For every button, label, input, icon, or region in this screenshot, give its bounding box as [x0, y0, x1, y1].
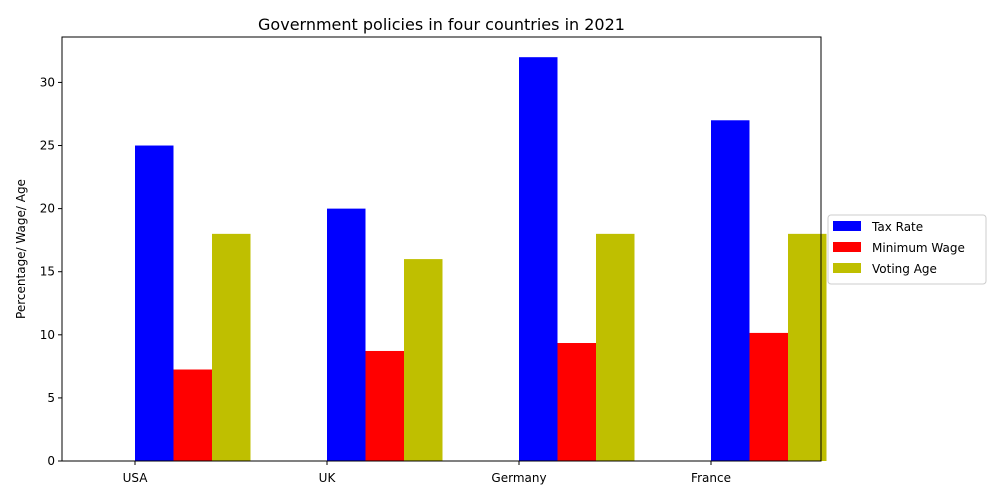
legend-label-minimum-wage: Minimum Wage: [872, 241, 965, 255]
x-axis-ticks: USA UK Germany France: [123, 461, 731, 485]
y-tick-label: 0: [47, 454, 55, 468]
y-tick-label: 15: [40, 265, 55, 279]
legend-frame: [827, 214, 987, 285]
bar-tax-rate-germany: [519, 57, 558, 461]
legend-swatch-minimum-wage: [833, 242, 861, 252]
bar-tax-rate-france: [711, 120, 750, 462]
legend: Tax Rate Minimum Wage Voting Age: [827, 214, 987, 285]
chart-title: Government policies in four countries in…: [258, 15, 625, 34]
legend-swatch-voting-age: [833, 263, 861, 273]
y-tick-label: 20: [40, 202, 55, 216]
y-tick-label: 5: [47, 391, 55, 405]
plot-frame: [61, 36, 822, 462]
bar-tax-rate-usa: [135, 145, 174, 461]
legend-label-tax-rate: Tax Rate: [871, 220, 923, 234]
y-tick-label: 10: [40, 328, 55, 342]
bar-voting-age-france: [788, 233, 827, 461]
x-tick-label-germany: Germany: [491, 471, 546, 485]
legend-swatch-tax-rate: [833, 221, 861, 231]
legend-label-voting-age: Voting Age: [872, 262, 937, 276]
bars-layer: [135, 57, 827, 462]
bar-tax-rate-uk: [327, 208, 366, 461]
bar-minimum-wage-germany: [557, 343, 596, 461]
bar-voting-age-uk: [404, 259, 443, 461]
y-axis-title: Percentage/ Wage/ Age: [14, 179, 28, 319]
bar-minimum-wage-france: [749, 332, 788, 461]
bar-minimum-wage-usa: [173, 369, 212, 461]
bar-voting-age-germany: [596, 233, 635, 461]
x-tick-label-france: France: [691, 471, 731, 485]
y-tick-label: 25: [40, 139, 55, 153]
y-tick-label: 30: [40, 75, 55, 89]
legend-items: Tax Rate Minimum Wage Voting Age: [833, 220, 965, 276]
bar-minimum-wage-uk: [365, 350, 404, 461]
bar-voting-age-usa: [212, 233, 251, 461]
y-axis-ticks: 0 5 10 15 20 25 30: [40, 75, 62, 468]
x-tick-label-uk: UK: [319, 471, 337, 485]
x-tick-label-usa: USA: [123, 471, 149, 485]
